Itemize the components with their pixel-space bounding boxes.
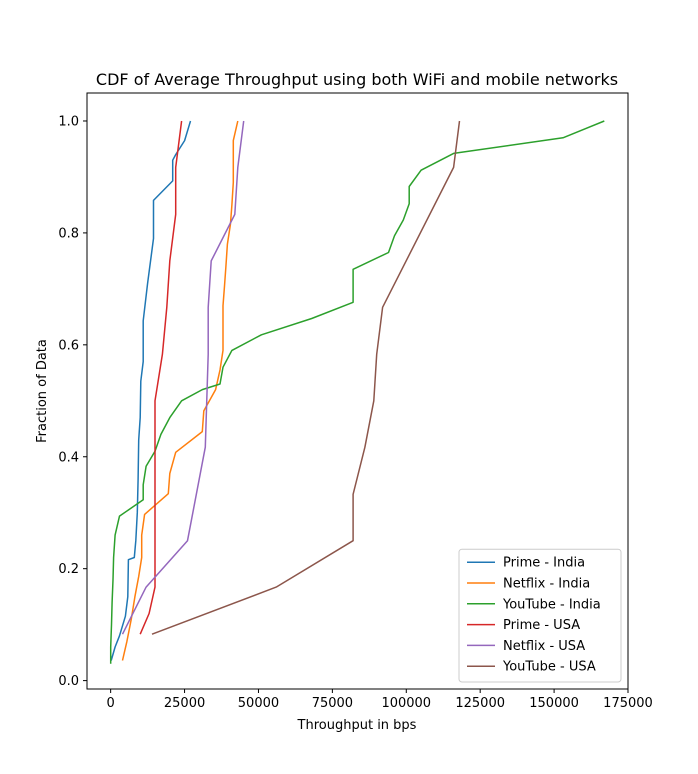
series-line-netflix-usa — [121, 120, 245, 635]
y-tick-label: 0.2 — [58, 562, 79, 577]
axes-frame — [86, 92, 629, 690]
y-tick-label: 0.0 — [58, 674, 79, 689]
y-axis-label: Fraction of Data — [35, 339, 50, 443]
legend-label: YouTube - USA — [502, 660, 596, 675]
y-tick-label: 0.6 — [58, 338, 79, 353]
x-axis: 0 25000 50000 75000 100000 125000 150000 175000 — [107, 689, 653, 711]
x-tick-label: 125000 — [455, 696, 505, 711]
legend-label: Prime - India — [503, 556, 585, 571]
chart-title: CDF of Average Throughput using both WiF… — [96, 70, 618, 89]
legend: Prime - India Netflix - India YouTube - In… — [458, 548, 622, 683]
x-axis-label: Throughput in bps — [297, 718, 417, 733]
series-line-netflix-india — [121, 120, 239, 661]
x-tick-label: 25000 — [164, 696, 205, 711]
series-line-prime-india — [110, 120, 192, 661]
x-tick-label: 50000 — [238, 696, 279, 711]
legend-label: Netflix - USA — [503, 639, 585, 654]
y-axis: 0.0 0.2 0.4 0.6 0.8 1.0 — [58, 114, 87, 689]
legend-box — [458, 548, 622, 683]
legend-label: Netflix - India — [503, 577, 590, 592]
x-tick-label: 100000 — [381, 696, 431, 711]
y-tick-label: 1.0 — [58, 114, 79, 129]
y-tick-label: 0.8 — [58, 226, 79, 241]
x-tick-label: 0 — [107, 696, 115, 711]
x-tick-label: 75000 — [312, 696, 353, 711]
series-line-youtube-usa — [151, 120, 461, 635]
legend-label: Prime - USA — [503, 618, 580, 633]
series-line-prime-usa — [139, 120, 183, 635]
legend-label: YouTube - India — [502, 597, 601, 612]
x-tick-label: 175000 — [603, 696, 653, 711]
plot-area — [109, 120, 605, 664]
y-tick-label: 0.4 — [58, 450, 79, 465]
series-line-youtube-india — [109, 120, 605, 664]
x-tick-label: 150000 — [529, 696, 579, 711]
